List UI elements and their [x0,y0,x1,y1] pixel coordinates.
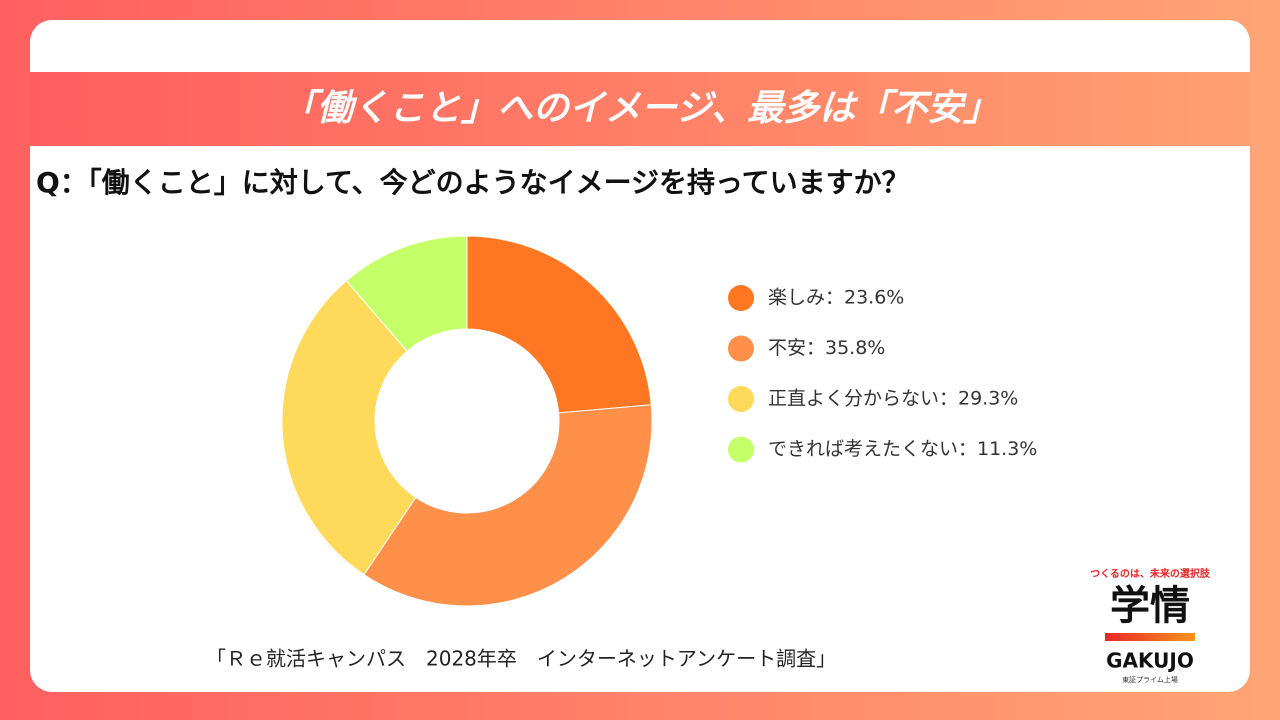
chart-title: 「働くこと」へのイメージ、最多は「不安」 [281,88,999,129]
legend-label: 不安：35.8% [768,337,885,359]
donut-segment [466,235,652,414]
donut [281,235,653,607]
logo-name: 学情 [1110,583,1190,629]
legend-swatch [728,335,754,362]
legend-swatch [728,285,754,311]
logo-tagline: つくるのは、未来の選択肢 [1090,567,1211,580]
legend-swatch [728,386,754,412]
legend: 楽しみ：23.6% 不安：35.8% 正直よく分からない：29.3% できれば考えたく… [728,285,1037,463]
title-band [30,72,1250,146]
donut-segment [345,235,468,352]
logo-roman: GAKUJO [1106,649,1194,673]
question: Q：「働くこと」に対して、今どのようなイメージを持っていますか？ [36,166,910,199]
legend-swatch [728,436,754,463]
legend-label: 楽しみ：23.6% [768,287,904,309]
logo-listing: 東証プライム上場 [1122,675,1178,684]
donut-segment [363,404,653,607]
logo-bar [1105,633,1195,641]
source-note: 「Ｒｅ就活キャンパス 2028年卒 インターネットアンケート調査」 [206,647,836,671]
legend-label: 正直よく分からない：29.3% [768,388,1018,410]
legend-label: できれば考えたくない：11.3% [768,438,1037,460]
donut-segment [281,279,417,576]
